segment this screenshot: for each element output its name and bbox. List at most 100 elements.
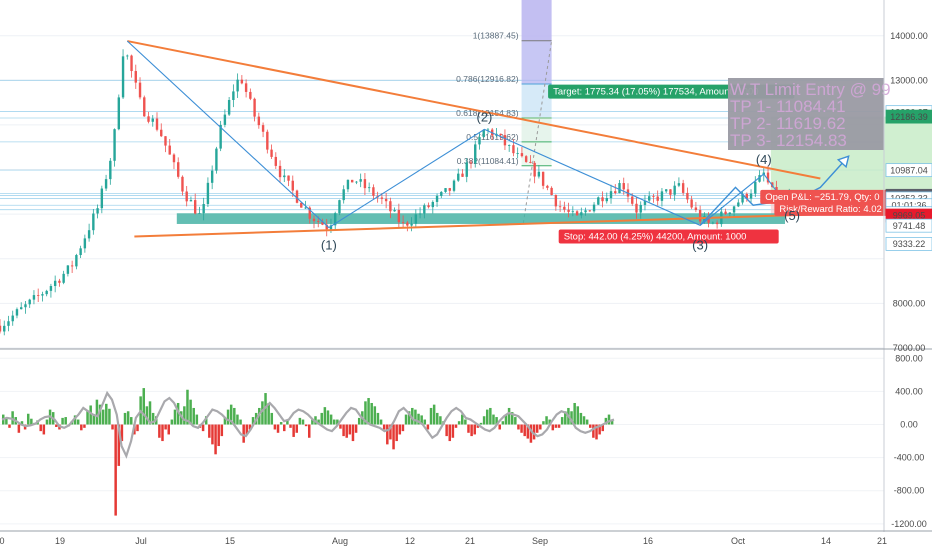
osc-bar <box>542 421 545 425</box>
wave-label: (2) <box>476 109 492 124</box>
candle-body <box>537 171 541 177</box>
candle-body <box>100 188 104 209</box>
candle-body <box>104 179 108 189</box>
candle-body <box>3 325 6 332</box>
osc-bar <box>176 402 180 425</box>
osc-bar <box>214 424 217 455</box>
candle-body <box>571 211 575 213</box>
osc-bar <box>364 401 367 425</box>
candle-body <box>597 197 600 205</box>
osc-bar <box>457 421 461 425</box>
osc-bar <box>261 401 264 425</box>
candle-body <box>283 175 286 178</box>
candle-body <box>414 214 418 224</box>
osc-bar <box>351 424 355 442</box>
candle-body <box>227 100 231 115</box>
osc-bar <box>357 417 361 425</box>
candle-body <box>520 153 524 157</box>
osc-bar <box>510 412 514 425</box>
candle-body <box>575 211 579 216</box>
candle-body <box>406 222 409 226</box>
osc-bar <box>301 419 305 425</box>
candle-body <box>639 204 642 213</box>
osc-bar <box>573 402 576 425</box>
candle-body <box>109 160 112 180</box>
notes-background[interactable] <box>728 78 884 150</box>
candle-body <box>584 210 587 213</box>
osc-bar <box>17 424 21 433</box>
osc-bar <box>251 417 255 425</box>
candle-body <box>567 209 570 212</box>
candle-body <box>541 171 545 186</box>
osc-bar <box>492 414 495 425</box>
osc-bar <box>204 416 208 425</box>
candle-body <box>363 179 367 189</box>
candle-body <box>741 193 744 203</box>
entry-zone-rect[interactable] <box>176 213 785 224</box>
osc-bar <box>601 424 605 432</box>
trendline-drawings[interactable]: Target: 1775.34 (17.05%) 177534, Amount:… <box>126 40 906 244</box>
candle-body <box>694 207 698 211</box>
osc-bar <box>323 407 327 425</box>
candle-body <box>308 207 311 219</box>
candle-body <box>588 210 592 212</box>
candle-body <box>601 197 604 202</box>
candle-body <box>384 198 388 202</box>
candle-body <box>210 170 214 183</box>
osc-bar <box>595 424 598 440</box>
candle-body <box>202 203 205 214</box>
candle-body <box>240 79 244 84</box>
candle-body <box>677 183 681 186</box>
osc-bar <box>436 412 439 425</box>
osc-bar <box>295 424 299 433</box>
osc-bar <box>598 424 601 435</box>
osc-bar <box>332 419 336 425</box>
candle-body <box>533 162 536 177</box>
osc-bar <box>389 424 392 440</box>
candle-body <box>317 221 320 222</box>
price-axis-label: 8000.00 <box>893 299 926 309</box>
candle-body <box>147 116 150 122</box>
support-trendline[interactable] <box>134 211 867 238</box>
osc-bar <box>339 424 342 429</box>
candle-body <box>431 201 435 208</box>
osc-bar <box>76 419 80 425</box>
osc-bar <box>461 414 464 425</box>
osc-bar <box>145 406 149 425</box>
osc-bar <box>83 424 86 428</box>
osc-bar <box>101 409 105 425</box>
price-series <box>0 49 791 336</box>
resistance-trendline[interactable] <box>127 40 821 180</box>
osc-bar <box>570 411 573 425</box>
osc-bar <box>248 424 252 430</box>
osc-bar <box>39 424 42 432</box>
fib-trend-line <box>522 40 553 224</box>
candle-body <box>20 307 23 310</box>
candle-body <box>711 222 715 224</box>
target-label: Target: 1775.34 (17.05%) 177534, Amount:… <box>553 87 758 98</box>
candle-body <box>673 185 676 195</box>
candle-body <box>126 55 129 57</box>
osc-bar <box>376 412 380 425</box>
osc-bar <box>89 405 92 425</box>
candle-body <box>185 191 188 202</box>
candle-body <box>516 153 519 154</box>
osc-bar <box>136 424 139 432</box>
osc-bar <box>529 424 533 443</box>
osc-bar <box>126 411 130 425</box>
osc-bar <box>407 411 411 425</box>
osc-bar <box>270 412 274 425</box>
candle-body <box>435 195 439 202</box>
wave-label: (4) <box>756 152 772 167</box>
stop-label-box <box>558 229 779 244</box>
osc-bar <box>554 424 558 428</box>
osc-bar <box>345 424 348 438</box>
wave-path[interactable] <box>126 40 793 229</box>
candle-body <box>686 192 689 200</box>
candle-body <box>457 173 460 181</box>
candle-body <box>291 180 294 191</box>
time-axis-label: 0 <box>0 536 5 546</box>
